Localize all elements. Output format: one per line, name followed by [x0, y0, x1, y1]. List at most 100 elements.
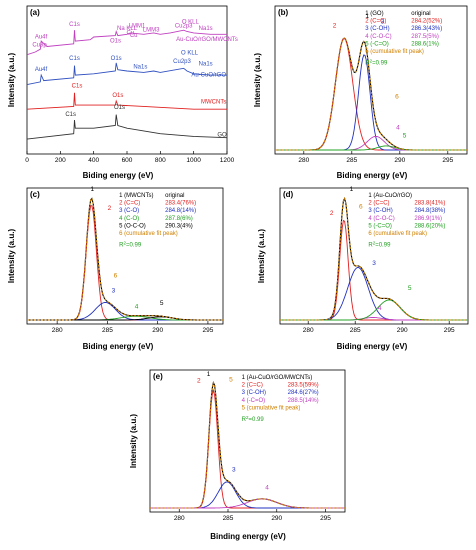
legend-entry: 3 (C-O) 284.8(14%): [119, 208, 196, 214]
y-axis-title: Intensity (a.u.): [257, 229, 266, 284]
x-tick-label: 295: [444, 327, 455, 334]
x-tick-label: 285: [102, 327, 113, 334]
curve-marker-4: 4: [396, 125, 400, 132]
peak-annotation: GO: [217, 132, 227, 138]
curve-marker-4: 4: [378, 305, 382, 312]
peak-annotation: O1s: [111, 56, 122, 62]
curve-marker-2: 2: [108, 205, 112, 212]
legend-entry: 2 (C=C) 283.4(76%): [119, 201, 196, 207]
legend-entry: 1 (Au-CuO/rGO): [368, 193, 412, 199]
x-tick-label: 1200: [220, 157, 235, 164]
legend-entry: 4 (C-O) 287.8(6%): [119, 216, 193, 222]
x-axis-title: Biding energy (eV): [83, 342, 154, 351]
curve-marker-3: 3: [372, 260, 376, 267]
panel-label: (e): [153, 372, 163, 381]
panel-label: (a): [30, 8, 40, 17]
legend-entry: 1 (Au-CuO/rGO/MWCNTs): [242, 375, 313, 381]
curve-marker-3: 3: [232, 466, 236, 473]
peak-annotation: Cu: [126, 30, 134, 36]
legend-entry: 4 (C-O-C) 287.5(5%): [365, 34, 439, 40]
x-tick-label: 285: [350, 327, 361, 334]
peak-annotation: Cu2p3: [173, 59, 191, 65]
r-squared: R2=0.99: [365, 58, 388, 67]
peak-annotation: LMM1: [129, 23, 146, 29]
x-tick-label: 285: [346, 157, 357, 164]
x-axis-title: Binding energy (eV): [210, 532, 286, 541]
legend-entry: 4 (-C=O) 288.5(14%): [242, 398, 319, 404]
peak-annotation: LMM3: [143, 28, 160, 34]
peak-annotation: Cu3p: [32, 43, 47, 49]
x-tick-label: 290: [397, 327, 408, 334]
peak-annotation: Na KLL: [117, 26, 138, 32]
legend-entry: 1 (MWCNTs) original: [119, 193, 184, 199]
legend-entry: 3 (C-OH) 284.8(38%): [368, 208, 445, 214]
legend-entry: 2 (C=C) 283.8(41%): [368, 201, 445, 207]
plot-frame: [26, 187, 224, 325]
plot-area: [150, 380, 345, 509]
peak-annotation: Cu2p3: [175, 23, 193, 29]
panel-d: 280 285 290 295 (d) Biding energy (eV) Intensi…: [257, 186, 469, 351]
legend-entry: 1 (GO) original: [365, 11, 430, 17]
plot-frame: [274, 5, 468, 155]
peak-annotation: Cu: [130, 33, 138, 39]
curve-marker-4: 4: [135, 304, 139, 311]
curve-marker-2: 2: [197, 378, 201, 385]
panel-c: 280 285 290 295 (c) Biding energy (eV) Intensi…: [7, 186, 224, 351]
plot-area: [275, 37, 467, 151]
fit-curve-5: [150, 380, 345, 509]
panel-e: 280 285 290 295 (e) Binding energy (eV) Intens…: [129, 369, 346, 541]
legend-entry: 2 (C=C) 284.2(52%): [365, 19, 442, 25]
legend-entry: 5 (-C=O) 288.6(1%): [365, 41, 439, 47]
curve-marker-1: 1: [350, 186, 354, 193]
legend-entry: 5 (-C=O) 288.6(20%): [368, 223, 445, 229]
x-axis-title: Biding energy (eV): [337, 342, 408, 351]
peak-annotation: C1s: [69, 22, 80, 28]
peak-annotation: O KLL: [182, 19, 200, 25]
curve-marker-1: 1: [365, 13, 369, 20]
plot-area: [27, 29, 227, 140]
panel-label: (d): [283, 190, 294, 199]
r-squared: R2=0.99: [119, 240, 142, 249]
panel-a: 0 200 400 600 800 1000 1200 (a) Biding energy (e…: [7, 5, 238, 180]
peak-annotation: C1s: [65, 112, 76, 118]
curve-marker-6: 6: [395, 93, 399, 100]
peak-annotation: Au4f: [35, 67, 48, 73]
x-axis-title: Biding energy (eV): [83, 171, 154, 180]
fit-curve-6: [280, 196, 468, 321]
x-axis-title: Biding energy (eV): [337, 171, 408, 180]
x-tick-label: 800: [155, 157, 166, 164]
peak-annotation: O1s: [110, 38, 121, 44]
plot-area: [280, 196, 468, 321]
panel-label: (b): [278, 8, 289, 17]
fit-curve-6: [275, 37, 467, 151]
curve-marker-1: 1: [207, 371, 211, 378]
x-tick-label: 295: [442, 157, 453, 164]
x-tick-label: 280: [174, 515, 185, 522]
peak-annotation: MWCNTs: [201, 100, 226, 106]
series-line-mwcnts: [27, 92, 227, 110]
fit-curve-5: [275, 145, 467, 151]
series-line-au-cuo-rgo-mwcnts: [27, 29, 227, 56]
legend-entry: 2 (C=C) 283.5(59%): [242, 383, 319, 389]
plot-frame: [149, 369, 346, 513]
r-squared: R2=0.99: [242, 415, 265, 424]
x-tick-label: 295: [202, 327, 213, 334]
legend-entry: 4 (C-O-C) 286.9(1%): [368, 216, 442, 222]
legend-entry: 5 (O-C-O) 290.3(4%): [119, 223, 193, 229]
curve-marker-5: 5: [408, 285, 412, 292]
fit-curve-6: [27, 197, 223, 321]
curve-marker-5: 5: [403, 133, 407, 140]
legend-entry: 3 (C-OH) 284.6(27%): [242, 390, 319, 396]
curve-marker-2: 2: [330, 210, 334, 217]
y-axis-title: Intensity (a.u.): [253, 53, 262, 108]
plot-frame: [279, 187, 469, 325]
curve-marker-1: 1: [91, 186, 95, 193]
x-tick-label: 295: [320, 515, 331, 522]
peak-annotation: Au4f: [35, 34, 48, 40]
plot-area: [27, 197, 223, 321]
legend-entry: 6 (cumulative fit peak): [368, 231, 427, 237]
peak-annotation: Na1s: [199, 62, 213, 68]
x-tick-label: 290: [271, 515, 282, 522]
curve-marker-5: 5: [229, 376, 233, 383]
